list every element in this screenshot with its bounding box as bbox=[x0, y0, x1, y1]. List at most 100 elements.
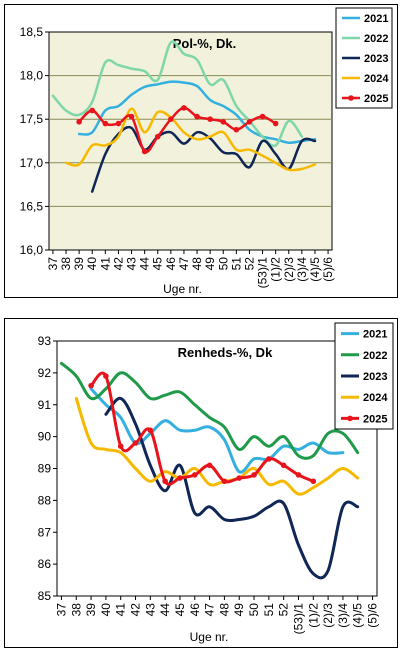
c1-point-2025 bbox=[154, 133, 161, 140]
c2-x-tick-label: (3)/4 bbox=[336, 603, 350, 628]
c1-x-tick-label: (2)/3 bbox=[282, 257, 296, 282]
c1-x-tick-label: 42 bbox=[111, 257, 125, 271]
c1-x-tick-label: 44 bbox=[138, 257, 152, 271]
c2-x-tick-label: 39 bbox=[84, 603, 98, 617]
c1-point-2025 bbox=[220, 119, 227, 125]
c2-legend-label-2023: 2023 bbox=[363, 371, 387, 383]
c2-x-tick-label: 42 bbox=[129, 603, 143, 617]
c1-x-tick-label: (4)/5 bbox=[308, 257, 322, 282]
c2-x-tick-label: 49 bbox=[232, 603, 246, 617]
c1-series-line-2024 bbox=[64, 107, 317, 172]
c2-series-line-2024 bbox=[74, 396, 360, 496]
c1-point-2025 bbox=[272, 120, 279, 127]
c1-point-2025 bbox=[89, 107, 96, 114]
c2-y-tick-label: 88 bbox=[38, 493, 52, 507]
c1-legend-label-2022: 2022 bbox=[364, 33, 388, 45]
c1-point-2025 bbox=[128, 113, 135, 120]
c1-point-2025 bbox=[207, 116, 213, 122]
c1-point-2025 bbox=[141, 148, 148, 155]
c1-x-tick-label: 39 bbox=[72, 257, 86, 271]
c1-legend-label-2023: 2023 bbox=[364, 53, 388, 65]
c2-y-tick-label: 93 bbox=[38, 334, 52, 348]
c2-y-tick-label: 85 bbox=[38, 589, 52, 603]
c2-x-tick-label: 41 bbox=[114, 603, 128, 617]
c1-legend-label-2024: 2024 bbox=[364, 73, 389, 85]
c2-x-tick-label: (5)/6 bbox=[366, 603, 380, 628]
c1-y-tick-label: 16,0 bbox=[20, 243, 44, 257]
c2-legend-label-2022: 2022 bbox=[363, 350, 387, 362]
c2-point-2025 bbox=[103, 373, 109, 379]
pol-chart: 16,0 16,5 17,0 17,5 18,0 18,5 37 38 39 40 41 42 43 44… bbox=[20, 7, 393, 296]
c2-x-tick-label: (1)/2 bbox=[306, 603, 320, 628]
renheds-chart: 85 86 87 88 89 90 91 92 93 37 38 39 40 41 42 43 44 45 46 47… bbox=[38, 322, 394, 644]
c2-x-tick-label: (53)/1 bbox=[291, 603, 305, 635]
c2-x-tick-label: 43 bbox=[143, 603, 157, 617]
c2-plot-area bbox=[56, 340, 378, 597]
c1-y-tick-label: 16,5 bbox=[20, 199, 44, 213]
c1-x-tick-label: 47 bbox=[177, 257, 191, 271]
c2-point-2025 bbox=[236, 475, 243, 481]
c1-x-tick-label: (5)/6 bbox=[321, 257, 335, 282]
c1-x-tick-label: 40 bbox=[85, 257, 99, 271]
c2-x-tick-label: 52 bbox=[277, 603, 291, 617]
c2-point-2025 bbox=[117, 443, 124, 449]
c1-point-2025 bbox=[233, 126, 240, 133]
c2-x-axis-label: Uge nr. bbox=[190, 630, 229, 644]
c2-x-tick-label: 46 bbox=[188, 603, 202, 617]
c2-y-tick-label: 87 bbox=[38, 525, 52, 539]
c2-x-tick-label: 50 bbox=[247, 603, 261, 617]
c1-point-2025 bbox=[115, 120, 122, 127]
c2-point-2025 bbox=[221, 478, 228, 485]
c1-point-2025 bbox=[259, 113, 266, 120]
c2-point-2025 bbox=[310, 478, 317, 485]
c1-y-tick-label: 18,5 bbox=[20, 25, 44, 39]
c1-x-tick-label: (53)/1 bbox=[256, 257, 270, 289]
c1-series-line-2025 bbox=[77, 106, 277, 154]
c1-point-2025 bbox=[246, 119, 253, 125]
c2-x-tick-label: 37 bbox=[54, 603, 68, 617]
c1-x-tick-label: 45 bbox=[151, 257, 165, 271]
c1-series-line-2022 bbox=[51, 40, 304, 148]
c2-legend-label-2021: 2021 bbox=[363, 329, 387, 341]
c1-x-tick-label: 52 bbox=[242, 257, 256, 271]
c2-x-tick-label: (2)/3 bbox=[321, 603, 335, 628]
c1-y-tick-label: 17,5 bbox=[20, 112, 44, 126]
c2-point-2025 bbox=[147, 427, 154, 434]
c1-x-tick-label: (3)/4 bbox=[295, 257, 309, 282]
c2-point-2025 bbox=[88, 382, 94, 389]
c2-x-tick-label: 44 bbox=[158, 603, 172, 617]
c1-point-2025 bbox=[102, 120, 109, 127]
c1-x-tick-label: 38 bbox=[59, 257, 73, 271]
renheds-chart-panel: 85 86 87 88 89 90 91 92 93 37 38 39 40 41 42 43 44 45 46 47… bbox=[4, 318, 398, 648]
c1-x-tick-label: 41 bbox=[98, 257, 112, 271]
c1-x-tick-label: (1)/2 bbox=[269, 257, 283, 282]
c2-x-tick-label: 38 bbox=[69, 603, 83, 617]
c2-x-tick-label: 48 bbox=[217, 603, 231, 617]
c2-point-2025 bbox=[295, 472, 302, 478]
c2-y-tick-label: 92 bbox=[38, 366, 52, 380]
c1-legend-label-2021: 2021 bbox=[364, 13, 388, 25]
c2-x-tick-label: 45 bbox=[173, 603, 187, 617]
c2-y-tick-label: 89 bbox=[38, 462, 52, 476]
c2-series-line-2025 bbox=[89, 371, 315, 486]
c2-point-2025 bbox=[280, 462, 287, 469]
c2-legend-label-2024: 2024 bbox=[363, 392, 388, 404]
c1-series-line-2023 bbox=[90, 125, 317, 193]
c1-x-tick-label: 51 bbox=[229, 257, 243, 271]
c1-point-2025 bbox=[194, 113, 200, 120]
c2-series-line-2022 bbox=[59, 361, 360, 460]
c2-point-2025 bbox=[206, 462, 213, 469]
c2-x-tick-label: 40 bbox=[99, 603, 113, 617]
c2-x-tick-label: 51 bbox=[262, 603, 276, 617]
c2-point-2025 bbox=[191, 472, 198, 478]
c2-legend-marker-2025 bbox=[347, 415, 353, 422]
c2-title: Renheds-%, Dk bbox=[178, 345, 273, 360]
c1-plot-area bbox=[48, 31, 333, 251]
c2-legend-label-2025: 2025 bbox=[363, 413, 387, 425]
c1-x-axis-label: Uge nr. bbox=[163, 282, 202, 296]
c1-x-tick-label: 37 bbox=[46, 257, 60, 271]
c2-point-2025 bbox=[251, 472, 257, 478]
c2-y-tick-label: 91 bbox=[38, 398, 52, 412]
c2-y-tick-label: 90 bbox=[38, 430, 52, 444]
c1-point-2025 bbox=[181, 105, 187, 111]
